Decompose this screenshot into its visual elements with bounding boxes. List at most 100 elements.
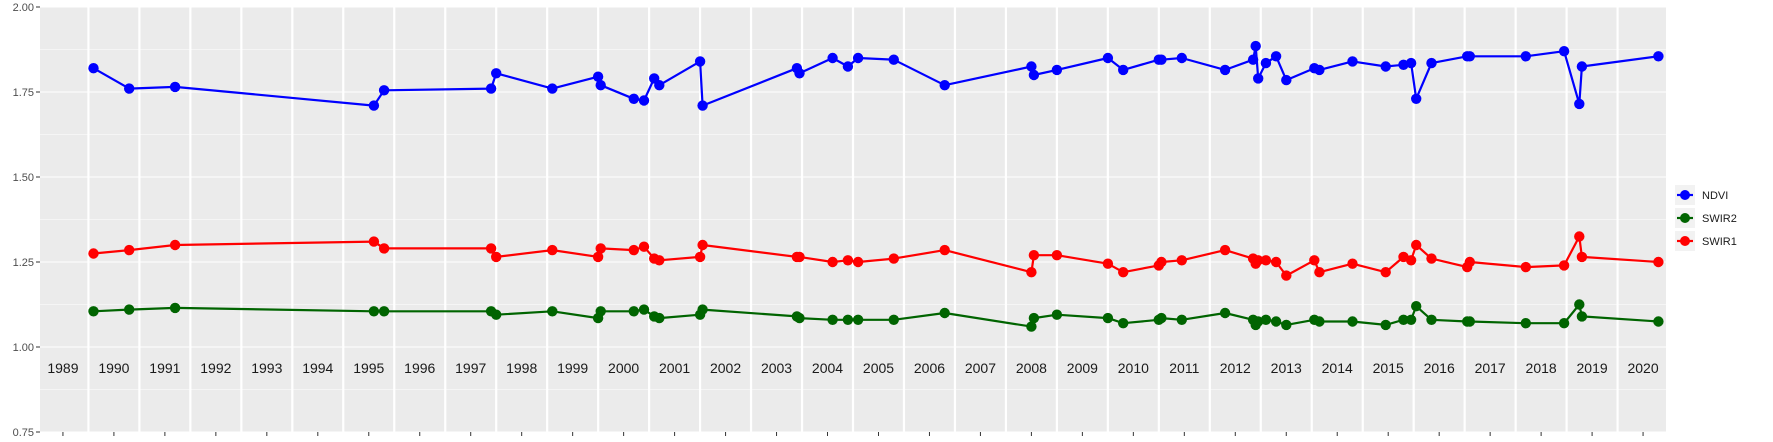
- data-point-swir2: [1281, 319, 1292, 331]
- x-axis: [62, 432, 1644, 436]
- x-tick-label: 2002: [710, 360, 741, 376]
- data-point-ndvi: [852, 52, 864, 64]
- data-point-swir1: [888, 253, 899, 264]
- data-point-swir1: [485, 243, 497, 254]
- data-point-ndvi: [368, 100, 380, 111]
- data-point-swir2: [124, 304, 135, 315]
- data-point-swir2: [595, 306, 606, 317]
- data-point-swir1: [378, 243, 390, 254]
- data-point-ndvi: [547, 83, 558, 94]
- data-point-swir2: [1464, 316, 1476, 327]
- legend-label-swir2: SWIR2: [1702, 213, 1737, 225]
- data-point-swir1: [169, 239, 181, 251]
- x-tick-label: 1996: [404, 360, 435, 376]
- data-point-ndvi: [794, 68, 805, 79]
- x-tick-label: 1994: [302, 360, 333, 376]
- data-point-ndvi: [169, 81, 181, 93]
- x-tick-label: 2012: [1220, 360, 1251, 376]
- data-point-swir1: [1426, 253, 1437, 264]
- data-point-swir1: [1156, 256, 1167, 268]
- data-point-ndvi: [1520, 51, 1532, 62]
- data-point-swir1: [1026, 267, 1037, 278]
- data-point-swir2: [1411, 301, 1422, 312]
- data-point-swir1: [491, 251, 502, 263]
- data-point-swir2: [1270, 316, 1282, 327]
- y-tick-label: 1.25: [13, 257, 34, 269]
- x-tick-label: 1989: [47, 360, 78, 376]
- x-tick-label: 2007: [965, 360, 996, 376]
- data-point-swir1: [88, 248, 99, 259]
- data-point-swir1: [1051, 250, 1063, 261]
- data-point-ndvi: [1426, 57, 1437, 69]
- data-point-swir2: [1398, 314, 1409, 325]
- data-point-swir1: [547, 244, 558, 256]
- data-point-ndvi: [1405, 57, 1417, 69]
- data-point-swir1: [1558, 260, 1570, 271]
- data-point-swir2: [491, 309, 502, 320]
- data-point-ndvi: [694, 56, 706, 67]
- data-point-swir1: [842, 255, 854, 266]
- data-point-ndvi: [939, 80, 950, 91]
- data-point-swir2: [852, 314, 864, 325]
- data-point-swir1: [124, 244, 135, 256]
- x-tick-label: 2014: [1322, 360, 1353, 376]
- data-point-swir2: [1260, 314, 1272, 325]
- data-point-swir1: [1102, 258, 1114, 269]
- x-tick-label: 2003: [761, 360, 792, 376]
- data-point-swir1: [794, 251, 805, 263]
- data-point-swir2: [88, 306, 99, 317]
- data-point-swir1: [654, 255, 665, 266]
- data-point-swir2: [1574, 299, 1585, 310]
- x-tick-labels: 1989 1990 1991 1992 1993 1994 1995 1996 1997 1998…: [47, 360, 1658, 376]
- y-tick-label: 1.75: [13, 87, 34, 99]
- data-point-ndvi: [1051, 64, 1063, 76]
- data-point-swir1: [1309, 255, 1320, 266]
- data-point-swir1: [1574, 231, 1585, 242]
- x-tick-label: 2016: [1424, 360, 1455, 376]
- data-point-ndvi: [1247, 54, 1259, 65]
- data-point-swir2: [888, 314, 899, 325]
- y-tick-label: 1.00: [13, 342, 34, 354]
- data-point-swir2: [697, 304, 708, 315]
- data-point-swir1: [1270, 256, 1282, 268]
- data-point-swir2: [939, 307, 950, 319]
- data-point-ndvi: [592, 71, 604, 82]
- x-tick-label: 2005: [863, 360, 894, 376]
- data-point-swir2: [1219, 307, 1231, 319]
- grid-lines: [36, 6, 1670, 433]
- x-tick-label: 2010: [1118, 360, 1149, 376]
- data-point-swir2: [1347, 316, 1358, 327]
- data-point-swir2: [368, 306, 380, 317]
- data-point-swir2: [1520, 318, 1532, 329]
- y-tick-label: 2.00: [13, 2, 34, 14]
- legend-key-marker: [1680, 213, 1690, 223]
- x-tick-label: 1995: [353, 360, 384, 376]
- data-point-swir2: [794, 312, 805, 324]
- data-point-ndvi: [1102, 52, 1114, 64]
- x-tick-label: 2020: [1627, 360, 1658, 376]
- data-point-ndvi: [88, 62, 99, 74]
- x-tick-label: 2018: [1526, 360, 1557, 376]
- data-point-swir1: [592, 251, 604, 263]
- data-point-ndvi: [1026, 61, 1037, 72]
- x-tick-label: 1998: [506, 360, 537, 376]
- legend-label-swir1: SWIR1: [1702, 236, 1737, 248]
- data-point-swir2: [1380, 319, 1391, 331]
- data-point-ndvi: [827, 52, 838, 64]
- data-point-ndvi: [1574, 98, 1585, 110]
- legend-key-marker: [1680, 190, 1690, 200]
- x-tick-label: 2001: [659, 360, 690, 376]
- data-point-ndvi: [1270, 51, 1282, 62]
- y-tick-label: 0.75: [13, 427, 34, 439]
- x-tick-label: 2000: [608, 360, 639, 376]
- data-point-swir2: [654, 312, 665, 324]
- data-point-ndvi: [595, 80, 606, 91]
- data-point-swir1: [595, 243, 606, 254]
- legend-label-ndvi: NDVI: [1702, 190, 1728, 202]
- data-point-swir2: [378, 306, 390, 317]
- y-tick-label: 1.50: [13, 172, 34, 184]
- data-point-swir2: [1653, 316, 1664, 327]
- data-point-swir2: [1102, 312, 1114, 324]
- data-point-swir2: [1314, 316, 1325, 327]
- x-tick-label: 1990: [98, 360, 129, 376]
